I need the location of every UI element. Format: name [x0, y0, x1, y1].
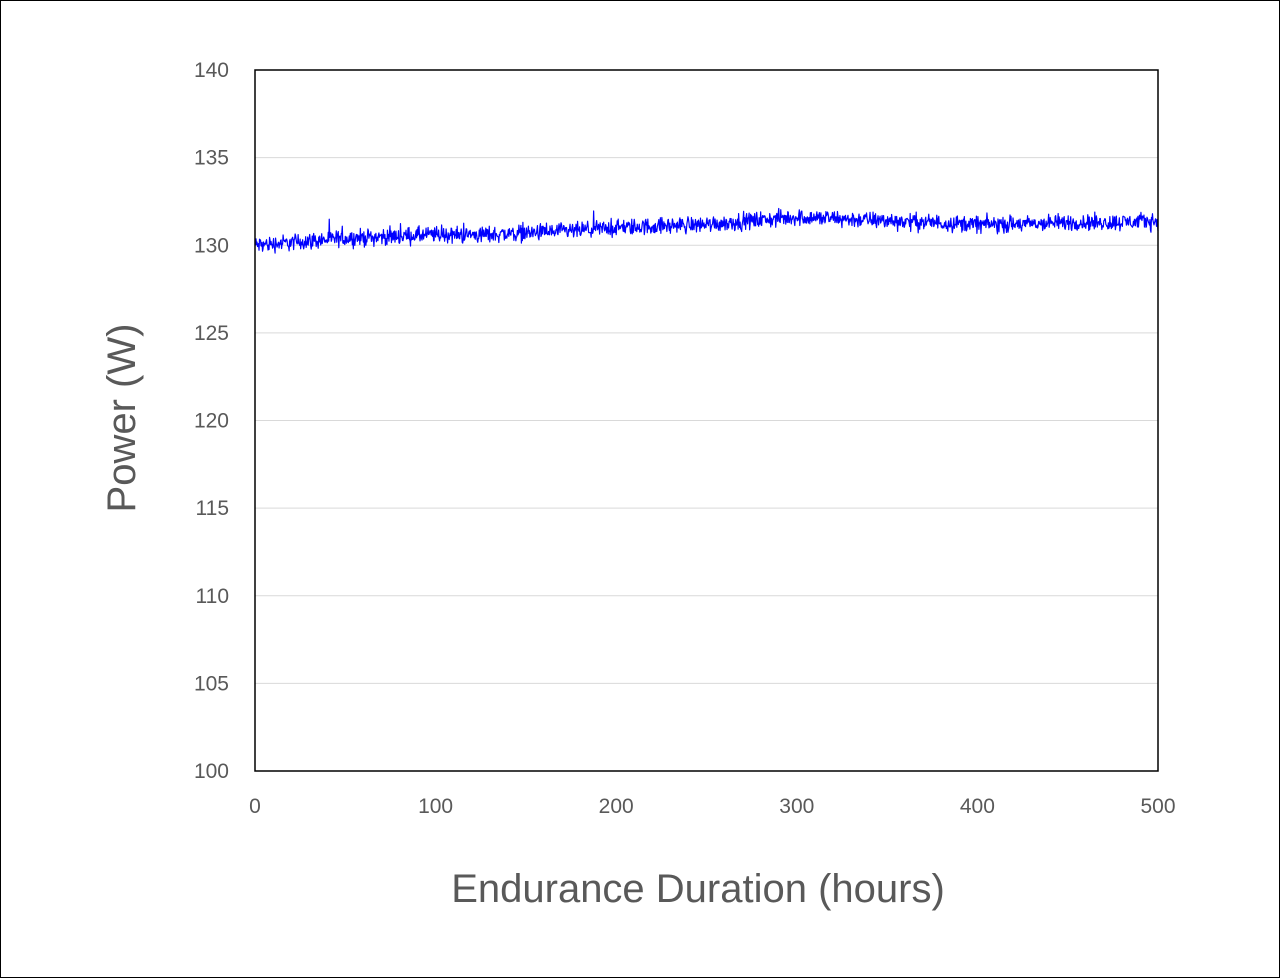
y-tick-label: 100 — [194, 760, 229, 783]
plot-area-border — [254, 69, 1159, 772]
x-tick-label: 0 — [249, 795, 261, 818]
y-axis-title: Power (W) — [100, 324, 144, 513]
y-tick-label: 115 — [196, 497, 229, 520]
y-tick-label: 110 — [196, 585, 229, 608]
y-tick-label: 135 — [194, 147, 229, 170]
x-tick-label: 400 — [960, 795, 995, 818]
x-tick-label: 300 — [779, 795, 814, 818]
x-tick-labels: 0 100 200 300 400 500 — [249, 795, 1175, 818]
y-tick-labels: 100 105 110 115 120 125 130 135 140 — [194, 59, 229, 783]
x-axis-title: Endurance Duration (hours) — [451, 867, 945, 911]
y-tick-label: 130 — [194, 234, 229, 257]
x-tick-label: 100 — [418, 795, 453, 818]
x-tick-label: 200 — [599, 795, 634, 818]
series-layer — [254, 207, 1159, 254]
power-series-line — [254, 207, 1159, 254]
y-tick-label: 105 — [194, 672, 229, 695]
y-tick-label: 125 — [194, 322, 229, 345]
gridlines — [255, 157, 1158, 684]
x-tick-label: 500 — [1140, 795, 1175, 818]
y-tick-label: 140 — [194, 59, 229, 82]
y-tick-label: 120 — [194, 410, 229, 433]
